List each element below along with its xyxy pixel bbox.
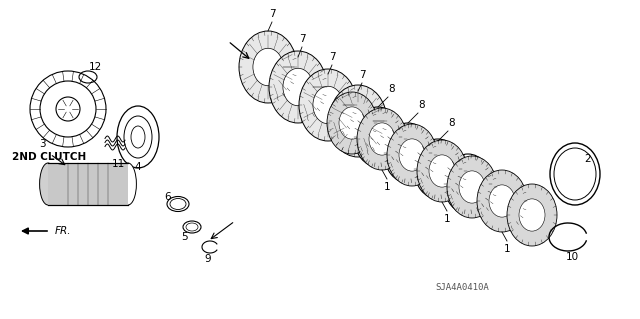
Text: 9: 9 [205, 254, 211, 264]
Ellipse shape [477, 170, 527, 232]
Ellipse shape [329, 85, 387, 157]
Ellipse shape [253, 48, 283, 86]
Ellipse shape [395, 137, 421, 169]
Text: 5: 5 [182, 232, 188, 242]
Ellipse shape [417, 140, 467, 202]
Ellipse shape [357, 108, 407, 170]
Text: 7: 7 [329, 52, 335, 62]
Ellipse shape [447, 156, 497, 218]
Ellipse shape [384, 123, 432, 183]
Text: 10: 10 [565, 252, 579, 262]
Ellipse shape [239, 31, 297, 103]
Text: 4: 4 [134, 162, 141, 172]
Text: 1: 1 [444, 214, 451, 224]
Ellipse shape [489, 185, 515, 217]
Ellipse shape [327, 92, 377, 154]
Text: 11: 11 [111, 159, 125, 169]
Ellipse shape [365, 121, 391, 153]
Text: FR.: FR. [55, 226, 72, 236]
Ellipse shape [299, 69, 357, 141]
Ellipse shape [354, 107, 402, 167]
Ellipse shape [120, 163, 136, 205]
Text: 1: 1 [384, 182, 390, 192]
Text: 8: 8 [419, 100, 426, 110]
Ellipse shape [455, 167, 481, 201]
Ellipse shape [269, 51, 327, 123]
Ellipse shape [399, 139, 425, 171]
Text: SJA4A0410A: SJA4A0410A [435, 283, 489, 292]
Text: 2: 2 [585, 154, 591, 164]
Ellipse shape [313, 86, 343, 124]
Text: 8: 8 [449, 118, 455, 128]
Ellipse shape [414, 139, 462, 199]
Text: 7: 7 [269, 9, 275, 19]
Ellipse shape [444, 154, 492, 214]
Text: 7: 7 [358, 70, 365, 80]
Ellipse shape [369, 123, 395, 155]
Text: 2ND CLUTCH: 2ND CLUTCH [12, 152, 86, 162]
Ellipse shape [343, 102, 373, 140]
Text: 7: 7 [299, 34, 305, 44]
Text: 12: 12 [88, 62, 102, 72]
Bar [48, 163, 128, 205]
Ellipse shape [507, 184, 557, 246]
Ellipse shape [387, 124, 437, 186]
Text: 3: 3 [38, 139, 45, 149]
Ellipse shape [429, 155, 455, 187]
Text: 1: 1 [504, 244, 510, 254]
Ellipse shape [425, 152, 451, 186]
Ellipse shape [283, 68, 313, 106]
Text: 6: 6 [164, 192, 172, 202]
Ellipse shape [519, 199, 545, 231]
Text: 8: 8 [388, 84, 396, 94]
Ellipse shape [459, 171, 485, 203]
Ellipse shape [339, 107, 365, 139]
Ellipse shape [40, 163, 56, 205]
